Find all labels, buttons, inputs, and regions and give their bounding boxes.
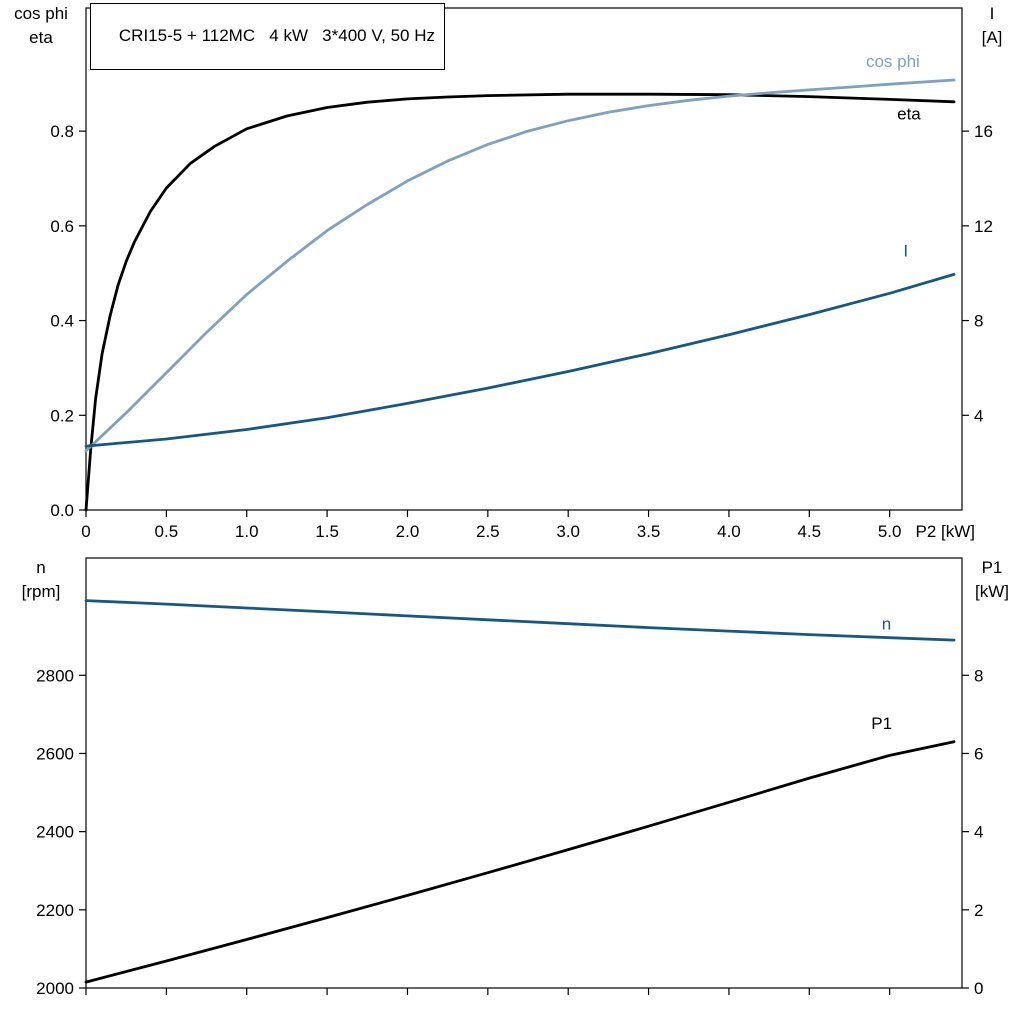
axis-title-eta: eta xyxy=(29,28,53,47)
left-tick-label: 2400 xyxy=(36,823,74,842)
left-tick-label: 2600 xyxy=(36,744,74,763)
axis-title-speed: n xyxy=(36,558,46,577)
series-n xyxy=(84,599,956,642)
left-tick-label: 2000 xyxy=(36,979,74,998)
axis-title-p1-unit: [kW] xyxy=(975,582,1009,601)
left-tick-label: 0.0 xyxy=(50,501,74,520)
curve-label-eta: eta xyxy=(897,104,921,123)
x-tick-label: 0 xyxy=(81,522,90,541)
x-tick-label: 3.0 xyxy=(556,522,580,541)
left-tick-label: 0.8 xyxy=(50,122,74,141)
x-tick-label: 0.5 xyxy=(155,522,179,541)
x-tick-label: 1.5 xyxy=(315,522,339,541)
plot-frame xyxy=(85,7,963,511)
right-tick-label: 12 xyxy=(974,217,993,236)
chart-panel: 0 0.5 1.0 1.5 2.0 2.5 3.0 3.5 4.0 4.5 5.0 0.0 0.2 0.4… xyxy=(50,7,993,541)
right-tick-label: 2 xyxy=(974,901,983,920)
right-tick-label: 8 xyxy=(974,312,983,331)
x-tick-label: 3.5 xyxy=(637,522,661,541)
series-cos_phi xyxy=(84,78,956,453)
axis-title-p1: P1 xyxy=(981,558,1003,577)
left-tick-label: 0.6 xyxy=(50,217,74,236)
series-I xyxy=(84,272,956,448)
left-tick-label: 2200 xyxy=(36,901,74,920)
curve-label-n: n xyxy=(882,615,891,634)
x-tick-label: 2.5 xyxy=(476,522,500,541)
bottom-chart-left-axis-title: n [rpm] xyxy=(0,556,82,604)
axis-title-current-unit: [A] xyxy=(981,28,1003,47)
chart-title: CRI15-5 + 112MC 4 kW 3*400 V, 50 Hz xyxy=(118,26,435,45)
axis-title-current: I xyxy=(989,4,995,23)
series-P1 xyxy=(84,740,956,984)
x-axis-title-p2: P2 [kW] xyxy=(915,522,975,541)
axis-title-speed-unit: [rpm] xyxy=(21,582,61,601)
left-tick-label: 0.4 xyxy=(50,312,74,331)
curve-label-I: I xyxy=(903,242,908,261)
x-tick-label: 4.5 xyxy=(797,522,821,541)
x-tick-label: 1.0 xyxy=(235,522,259,541)
right-tick-label: 16 xyxy=(974,122,993,141)
right-tick-label: 4 xyxy=(974,406,983,425)
right-tick-label: 0 xyxy=(974,979,983,998)
left-tick-label: 2800 xyxy=(36,666,74,685)
x-tick-label: 2.0 xyxy=(396,522,420,541)
left-tick-label: 0.2 xyxy=(50,406,74,425)
curve-label-P1: P1 xyxy=(871,714,892,733)
x-tick-label: 5.0 xyxy=(878,522,902,541)
plot-frame xyxy=(85,557,963,989)
chart-panel: 2000 2200 2400 2600 2800 0 2 4 6 8 n P1 xyxy=(36,557,983,998)
top-chart-left-axis-title: cos phi eta xyxy=(0,2,82,50)
series-eta xyxy=(84,92,956,512)
axis-title-cos-phi: cos phi xyxy=(14,4,68,23)
x-tick-label: 4.0 xyxy=(717,522,741,541)
bottom-chart-right-axis-title: P1 [kW] xyxy=(962,556,1022,604)
curve-label-cos_phi: cos phi xyxy=(866,52,920,71)
right-tick-label: 8 xyxy=(974,666,983,685)
top-chart-right-axis-title: I [A] xyxy=(966,2,1018,50)
right-tick-label: 4 xyxy=(974,823,983,842)
chart-title-box: CRI15-5 + 112MC 4 kW 3*400 V, 50 Hz xyxy=(90,3,445,70)
right-tick-label: 6 xyxy=(974,744,983,763)
